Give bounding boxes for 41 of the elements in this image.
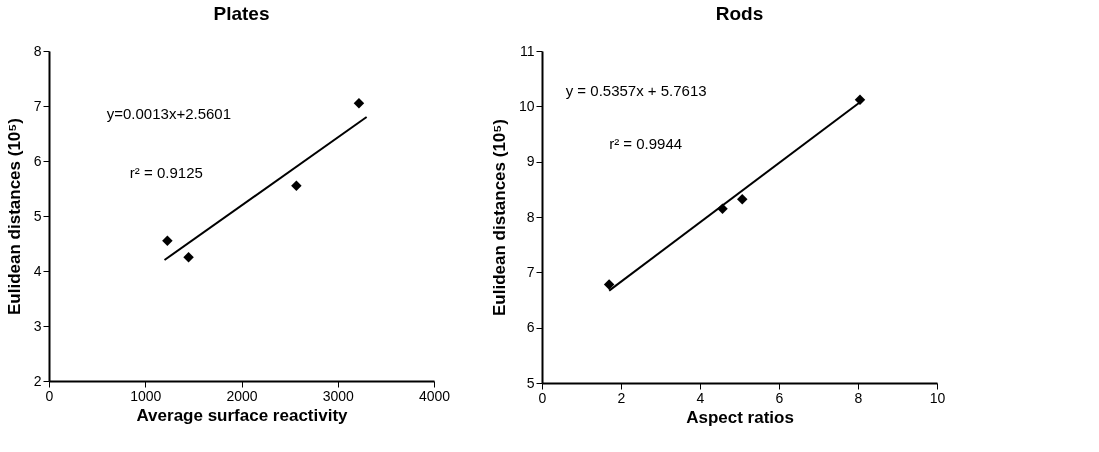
y-tick-label: 8 — [33, 42, 42, 59]
x-tick-label: 8 — [854, 389, 863, 406]
x-tick-label: 3000 — [322, 387, 355, 404]
y-tick-label: 8 — [526, 208, 535, 225]
y-tick-label: 3 — [33, 317, 42, 334]
point — [603, 279, 615, 290]
x-tick-label: 10 — [929, 389, 946, 406]
point — [353, 98, 365, 109]
x-tick-label: 1000 — [130, 387, 162, 404]
x-tick-label: 2 — [617, 389, 626, 406]
annotation: r² = 0.9944 — [609, 134, 683, 152]
point — [291, 180, 302, 191]
y-tick-label: 6 — [33, 152, 42, 169]
point — [162, 235, 173, 246]
x-tick-label: 6 — [775, 389, 784, 406]
y-axis-title: Eulidean distances (10⁵) — [4, 118, 24, 315]
y-tick-label: 11 — [519, 42, 535, 59]
point — [737, 194, 748, 205]
y-tick-label: 6 — [526, 319, 535, 336]
y-tick-label: 2 — [33, 372, 42, 389]
y-tick-label: 7 — [33, 97, 42, 114]
chart-title: Rods — [715, 3, 764, 24]
x-tick-label: 0 — [45, 387, 54, 404]
point — [183, 252, 194, 263]
y-axis-title: Eulidean distances (10⁵) — [489, 119, 509, 316]
x-axis-title: Aspect ratios — [686, 407, 794, 427]
x-tick-label: 4 — [696, 389, 705, 406]
annotation: r² = 0.9125 — [129, 164, 203, 182]
annotation: y = 0.5357x + 5.7613 — [565, 81, 707, 99]
x-axis-title: Average surface reactivity — [136, 405, 349, 425]
x-tick-label: 0 — [538, 389, 547, 406]
y-tick-label: 9 — [526, 153, 535, 170]
y-tick-label: 7 — [526, 263, 535, 280]
y-tick-label: 5 — [33, 207, 42, 224]
y-tick-label: 10 — [518, 97, 535, 114]
y-tick-label: 4 — [33, 262, 42, 279]
annotation: y=0.0013x+2.5601 — [106, 104, 232, 122]
x-tick-label: 2000 — [226, 387, 258, 404]
y-tick-label: 5 — [526, 374, 535, 391]
x-tick-label: 4000 — [418, 387, 451, 404]
chart-title: Plates — [213, 3, 270, 24]
